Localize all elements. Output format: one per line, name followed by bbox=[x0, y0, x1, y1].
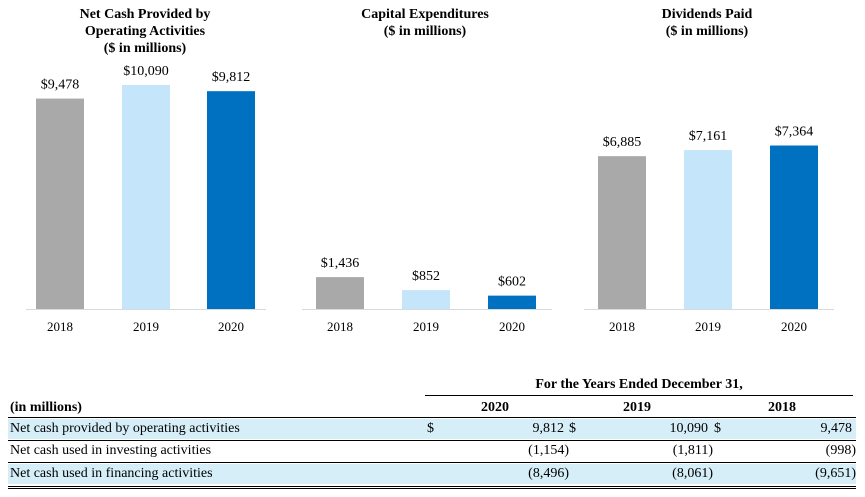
data-label: $9,812 bbox=[212, 70, 251, 85]
x-tick-label: 2019 bbox=[133, 319, 159, 334]
bar-2019 bbox=[122, 85, 170, 309]
bar-2020 bbox=[207, 91, 255, 309]
table-rule bbox=[8, 440, 856, 441]
table-year-2019: 2019 bbox=[623, 400, 651, 415]
bar-2018 bbox=[36, 98, 84, 310]
chart-title-line: ($ in millions) bbox=[103, 41, 187, 56]
value-2019: (8,061) bbox=[672, 466, 713, 481]
x-tick-label: 2019 bbox=[695, 319, 721, 334]
value-2018: (9,651) bbox=[815, 466, 856, 481]
value-2020: 9,812 bbox=[532, 421, 565, 436]
table-unit-label: (in millions) bbox=[10, 400, 82, 415]
value-2019: (1,811) bbox=[672, 443, 713, 458]
table-rule bbox=[8, 462, 856, 463]
value-2020: (1,154) bbox=[528, 443, 569, 458]
data-label: $9,478 bbox=[41, 78, 80, 93]
bar-2018 bbox=[598, 156, 646, 309]
data-label: $852 bbox=[412, 269, 440, 284]
table-year-2020: 2020 bbox=[481, 400, 509, 415]
table-period-header: For the Years Ended December 31, bbox=[535, 377, 743, 392]
chart-panel-1: $1,436 2018 $852 2019 $602 2020 bbox=[302, 256, 552, 334]
row-label: Net cash used in financing activities bbox=[10, 466, 213, 481]
x-tick-label: 2019 bbox=[413, 319, 439, 334]
data-label: $7,364 bbox=[775, 125, 814, 140]
data-label: $1,436 bbox=[321, 256, 360, 271]
chart-title-line: ($ in millions) bbox=[665, 24, 749, 39]
table-row: Net cash used in financing activities (8… bbox=[8, 464, 856, 484]
table-year-2018: 2018 bbox=[768, 400, 796, 415]
value-2019: 10,090 bbox=[669, 421, 709, 436]
table-row: Net cash provided by operating activitie… bbox=[8, 419, 856, 439]
currency-symbol: $ bbox=[714, 421, 721, 436]
table-rule-top bbox=[8, 417, 856, 418]
chart-title-line: ($ in millions) bbox=[383, 24, 467, 39]
chart-panel-0: $9,478 2018 $10,090 2019 $9,812 2020 bbox=[26, 64, 266, 334]
row-label: Net cash used in investing activities bbox=[10, 443, 212, 458]
x-tick-label: 2020 bbox=[781, 319, 807, 334]
chart-title-line: Net Cash Provided by bbox=[79, 7, 211, 22]
data-label: $602 bbox=[498, 275, 526, 290]
chart-title-line: Operating Activities bbox=[84, 24, 206, 39]
x-tick-label: 2020 bbox=[218, 319, 244, 334]
currency-symbol: $ bbox=[427, 421, 434, 436]
currency-symbol: $ bbox=[569, 421, 576, 436]
x-tick-label: 2018 bbox=[47, 319, 73, 334]
table-row: Net cash used in investing activities (1… bbox=[8, 441, 856, 461]
data-label: $6,885 bbox=[603, 135, 642, 150]
bar-2020 bbox=[770, 145, 818, 309]
bar-2019 bbox=[684, 150, 732, 309]
data-label: $10,090 bbox=[123, 64, 169, 79]
table-header-rule bbox=[425, 395, 853, 396]
x-tick-label: 2018 bbox=[327, 319, 353, 334]
bar-2020 bbox=[488, 295, 536, 309]
value-2020: (8,496) bbox=[528, 466, 569, 481]
x-tick-label: 2020 bbox=[499, 319, 525, 334]
chart-title-line: Capital Expenditures bbox=[361, 7, 489, 22]
table-header-row: (in millions) 2020 2019 2018 bbox=[8, 398, 856, 418]
chart-title-line: Dividends Paid bbox=[661, 7, 753, 22]
x-tick-label: 2018 bbox=[609, 319, 635, 334]
bar-2019 bbox=[402, 290, 450, 309]
chart-title-dividends: Dividends Paid ($ in millions) bbox=[602, 6, 812, 40]
chart-title-operating: Net Cash Provided by Operating Activitie… bbox=[40, 6, 250, 57]
bar-2018 bbox=[316, 277, 364, 309]
table-rule-bottom bbox=[8, 486, 856, 489]
value-2018: (998) bbox=[825, 443, 856, 458]
value-2018: 9,478 bbox=[820, 421, 853, 436]
bar-charts: $9,478 2018 $10,090 2019 $9,812 2020 $1,436 201… bbox=[26, 64, 834, 334]
chart-title-capex: Capital Expenditures ($ in millions) bbox=[320, 6, 530, 40]
row-label: Net cash provided by operating activitie… bbox=[10, 421, 240, 436]
chart-panel-2: $6,885 2018 $7,161 2019 $7,364 2020 bbox=[584, 125, 834, 334]
data-label: $7,161 bbox=[689, 129, 728, 144]
